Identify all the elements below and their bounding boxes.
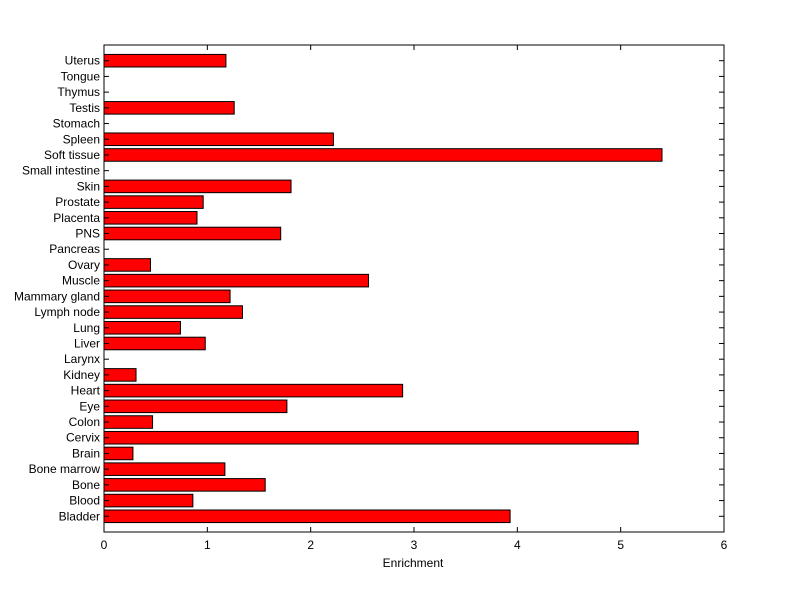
plot-frame — [103, 44, 725, 533]
bar — [103, 179, 292, 194]
y-tick-label: Prostate — [55, 195, 100, 209]
x-tick-label: 0 — [101, 538, 108, 552]
y-tick-label: Lymph node — [34, 305, 100, 319]
y-tick-label: Ovary — [68, 258, 100, 272]
bar — [103, 383, 404, 398]
bar — [103, 399, 288, 414]
bar — [103, 509, 511, 524]
y-tick-label: Colon — [69, 415, 100, 429]
y-tick-label: Bone — [72, 478, 100, 492]
y-tick-label: Bone marrow — [29, 462, 101, 476]
y-tick-label: Mammary gland — [14, 289, 100, 303]
bar — [103, 305, 243, 319]
bar — [103, 320, 181, 335]
x-tick-label: 1 — [204, 538, 211, 552]
y-tick-label: Thymus — [57, 85, 100, 99]
y-tick-label: Testis — [69, 101, 100, 115]
bar — [103, 226, 282, 241]
y-tick-label: Placenta — [53, 211, 100, 225]
y-tick-label: Tongue — [61, 69, 101, 83]
bar — [103, 148, 663, 162]
bar — [103, 478, 266, 492]
y-tick-label: Liver — [74, 336, 100, 350]
y-tick-label: Eye — [79, 399, 100, 413]
bar — [103, 132, 334, 147]
x-tick-label: 6 — [721, 538, 728, 552]
bar — [103, 211, 198, 225]
x-tick-label: 4 — [514, 538, 521, 552]
bar — [103, 415, 154, 429]
y-tick-label: Muscle — [62, 274, 100, 288]
y-tick-label: Cervix — [66, 431, 100, 445]
y-tick-label: Blood — [69, 494, 100, 508]
y-tick-label: Heart — [71, 384, 101, 398]
y-tick-label: Pancreas — [49, 242, 100, 256]
y-tick-label: Kidney — [63, 368, 100, 382]
x-tick-label: 5 — [617, 538, 624, 552]
y-tick-label: Small intestine — [22, 164, 100, 178]
bar — [103, 273, 370, 288]
y-tick-label: Lung — [73, 321, 100, 335]
bar — [103, 195, 204, 209]
bar — [103, 53, 227, 68]
y-tick-label: Uterus — [65, 54, 100, 68]
y-tick-label: Stomach — [53, 117, 100, 131]
x-tick-label: 2 — [307, 538, 314, 552]
bar — [103, 430, 639, 445]
plot-area — [104, 45, 724, 532]
y-tick-label: Brain — [72, 446, 100, 460]
bar — [103, 493, 194, 508]
bar — [103, 289, 231, 304]
y-tick-label: Spleen — [63, 132, 100, 146]
y-tick-label: Skin — [77, 179, 100, 193]
bar — [103, 101, 235, 115]
x-tick-label: 3 — [411, 538, 418, 552]
y-tick-label: Soft tissue — [44, 148, 100, 162]
x-axis-label: Enrichment — [383, 556, 444, 570]
y-tick-label: Larynx — [64, 352, 100, 366]
bar — [103, 462, 226, 476]
y-tick-label: PNS — [75, 227, 100, 241]
bar — [103, 336, 206, 351]
y-tick-label: Bladder — [59, 509, 100, 523]
bar — [103, 258, 151, 272]
